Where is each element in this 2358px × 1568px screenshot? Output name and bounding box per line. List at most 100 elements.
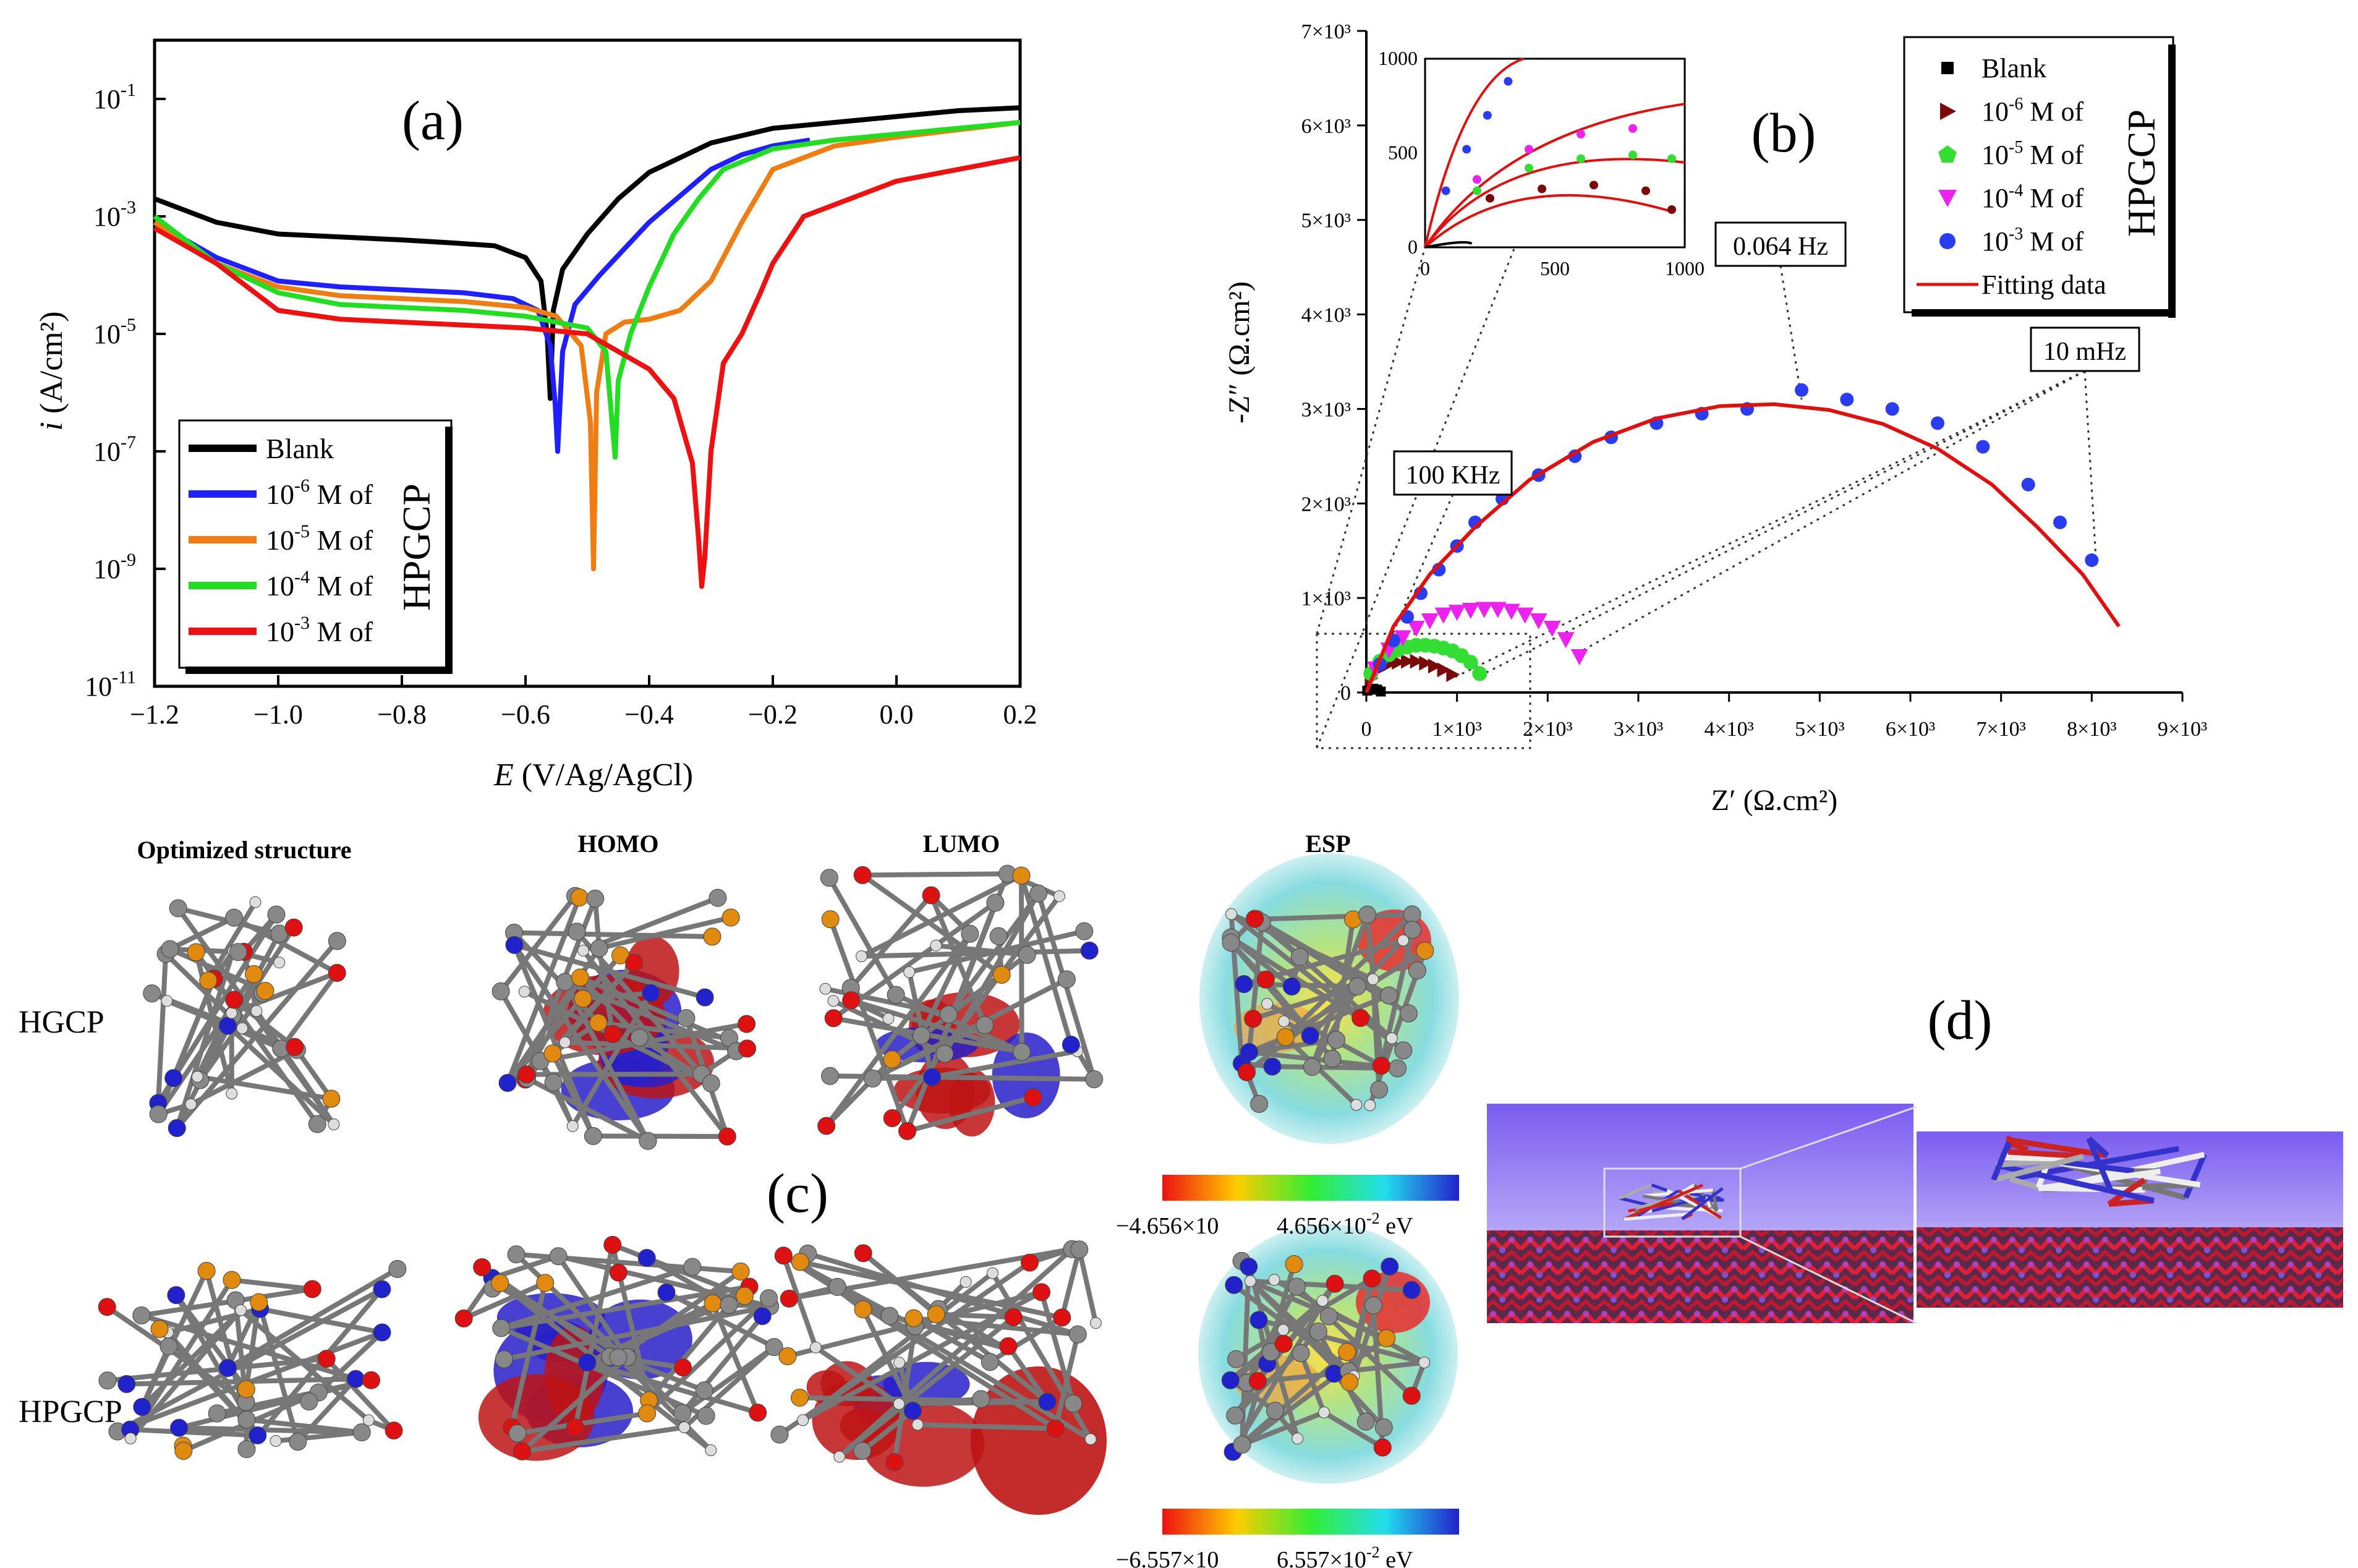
- col-header-lumo: LUMO: [923, 830, 1000, 858]
- c-atom: [571, 968, 589, 987]
- c-atom: [1418, 1357, 1431, 1369]
- c-atom: [1062, 1036, 1080, 1054]
- c-atom: [245, 965, 263, 984]
- c-atom: [385, 1421, 403, 1440]
- c-atom: [1303, 1058, 1321, 1076]
- annotation-100khz: 100 KHz: [1393, 450, 1513, 496]
- c-atom: [1029, 884, 1048, 903]
- c-atom: [611, 946, 629, 965]
- b-legend-marker: [1939, 233, 1956, 249]
- b-point: [1463, 655, 1478, 670]
- c-atom: [986, 1267, 998, 1279]
- b-inset-xtick: 0: [1420, 257, 1430, 279]
- c-atom: [797, 1414, 809, 1426]
- c-atom: [1084, 1433, 1097, 1446]
- c-atom: [1057, 970, 1076, 989]
- c-bond: [256, 1302, 300, 1442]
- c-atom: [1068, 1325, 1087, 1344]
- c-atom: [218, 1359, 237, 1378]
- b-point: [1428, 658, 1442, 674]
- zoom-box: [1603, 1167, 1742, 1238]
- b-guide-line: [1374, 494, 1454, 675]
- c-atom: [1364, 1099, 1376, 1112]
- c-atom: [574, 989, 592, 1008]
- b-inset-point: [1525, 163, 1533, 173]
- c-atom: [328, 932, 346, 950]
- a-xtick-label: −1.2: [130, 699, 179, 730]
- d-bond: [2006, 1136, 2108, 1159]
- c-atom: [160, 1337, 178, 1356]
- c-bond: [665, 1290, 775, 1350]
- c-atom: [1364, 1296, 1383, 1314]
- b-inset-point: [1667, 205, 1676, 214]
- c-bond: [259, 1306, 383, 1335]
- c-bond: [246, 1417, 362, 1435]
- a-ytick-label: 10-9: [93, 550, 136, 584]
- b-guide-line: [2083, 370, 2098, 565]
- a-legend-label: 10-3 M of: [266, 613, 373, 647]
- c-atom: [1053, 1308, 1071, 1327]
- c-bond: [325, 1357, 396, 1433]
- panel-b-label: (b): [1751, 103, 1816, 164]
- c-atom: [731, 1263, 750, 1281]
- c-bond: [935, 1311, 1014, 1320]
- c-atom: [853, 866, 872, 884]
- c-bond: [1019, 876, 1024, 1052]
- b-point: [2021, 477, 2035, 492]
- c-atom: [1292, 1344, 1310, 1362]
- c-atom: [492, 1319, 511, 1337]
- c-bond: [814, 1345, 901, 1406]
- c-bond: [1256, 911, 1413, 922]
- b-inset-curve: [1424, 194, 1672, 249]
- c-bond: [514, 930, 713, 939]
- b-inset-ytick: 1000: [1378, 47, 1418, 69]
- c-atom: [1032, 1283, 1051, 1302]
- c-bond: [169, 915, 236, 952]
- c-atom: [1316, 1295, 1329, 1307]
- c-atom: [1340, 1373, 1359, 1391]
- c-bond: [498, 894, 577, 993]
- c-atom: [236, 1022, 249, 1034]
- c-bond: [680, 1314, 765, 1415]
- b-point: [1489, 602, 1507, 618]
- c-atom: [638, 1404, 657, 1423]
- panel-a-plot-frame: [153, 38, 1022, 688]
- panel-a-chart: −1.2 −1.0 −0.8 −0.6 −0.4 −0.2 0.0 0.2 10-1 10-3 1…: [34, 38, 1037, 793]
- esp-scale1-left: −4.656×10: [1116, 1213, 1219, 1239]
- b-inset-point: [1483, 111, 1492, 120]
- d-bond: [1619, 1183, 1653, 1200]
- b-ytick-label: 6×10³: [1301, 115, 1351, 138]
- c-atom: [903, 966, 916, 978]
- a-legend-label: 10-6 M of: [266, 475, 373, 510]
- d-bond: [1993, 1153, 2085, 1183]
- b-point: [1570, 649, 1588, 665]
- panel-b-chart: 0 1×10³ 2×10³ 3×10³ 4×10³ 5×10³ 6×10³ 7×10³ 8×10…: [1223, 20, 2207, 817]
- c-atom: [972, 1390, 990, 1408]
- b-legend-marker: [1941, 62, 1954, 74]
- c-bond: [556, 1255, 629, 1359]
- c-atom: [568, 922, 586, 941]
- c-bond: [861, 1408, 914, 1453]
- c-atom: [164, 1069, 183, 1088]
- panel-a-label: (a): [402, 90, 464, 151]
- c-atom: [1318, 1406, 1330, 1418]
- b-point: [1840, 393, 1854, 407]
- c-bond: [1241, 1410, 1326, 1447]
- b-ytick-label: 5×10³: [1301, 210, 1351, 232]
- c-bond: [861, 1308, 915, 1412]
- d-bond: [2007, 1140, 2029, 1153]
- b-point: [1448, 605, 1466, 621]
- c-atom: [133, 1398, 151, 1417]
- c-atom: [1261, 1343, 1280, 1361]
- c-atom: [1266, 1402, 1284, 1420]
- c-atom: [1085, 1070, 1104, 1088]
- c-atom: [1372, 1057, 1390, 1075]
- c-atom: [543, 1044, 562, 1063]
- c-atom: [828, 1277, 846, 1296]
- c-atom: [1227, 1350, 1246, 1368]
- c-atom: [1325, 1365, 1343, 1383]
- panel-a-ylabel: i (A/cm²): [34, 311, 69, 430]
- c-atom: [1394, 1041, 1413, 1060]
- c-atom: [536, 1274, 555, 1292]
- c-atom: [753, 1307, 772, 1326]
